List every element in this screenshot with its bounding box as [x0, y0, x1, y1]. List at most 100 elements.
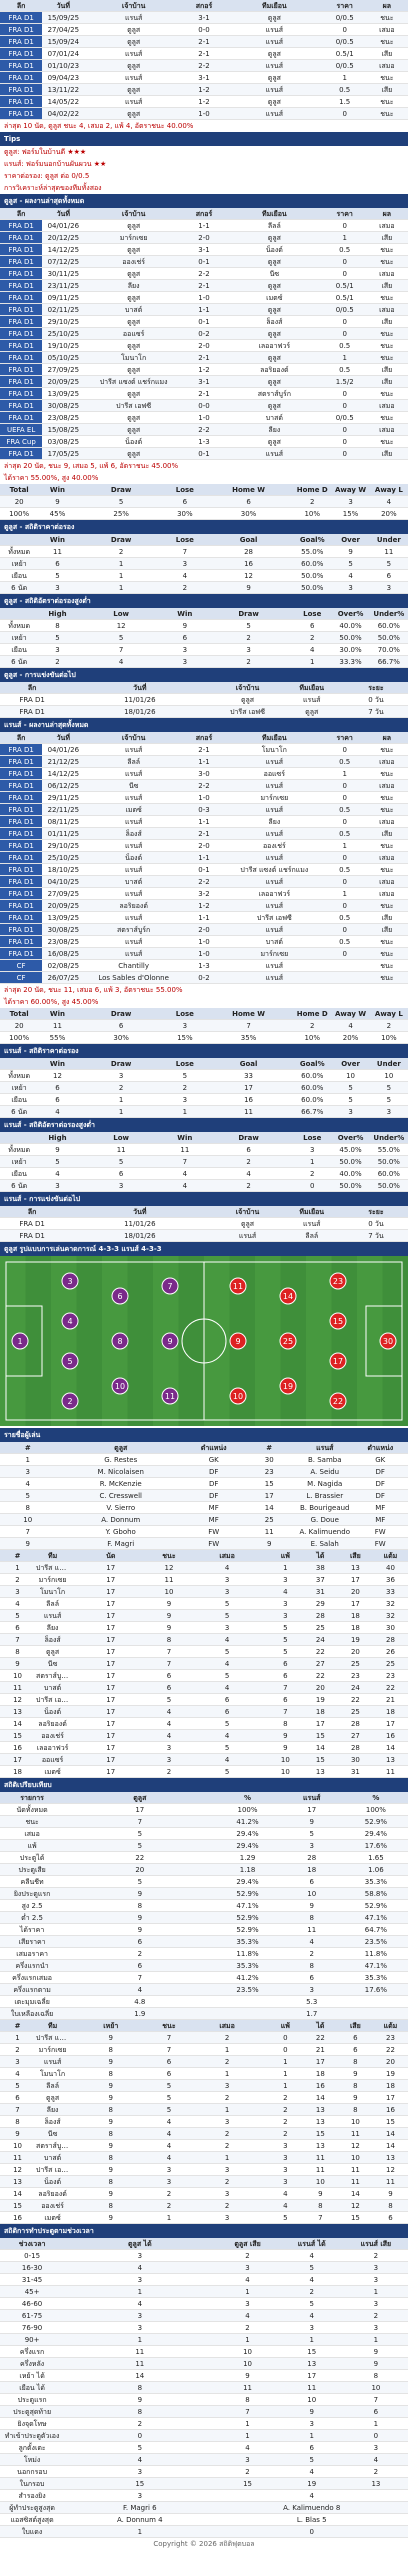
table-cell: 18/10/25 — [47, 866, 80, 874]
player-number: 17 — [333, 1357, 343, 1366]
table-cell: 10 — [384, 1072, 394, 1080]
table-cell: A. Kalimuendo 8 — [283, 2504, 341, 2512]
table-cell: 3 — [137, 2252, 143, 2260]
table-cell: แรนส์ — [303, 1220, 321, 1228]
table-cell: 11 — [386, 2178, 395, 2186]
table-cell: 0.5 — [339, 246, 351, 254]
table-cell: DF — [209, 1480, 219, 1488]
table-cell: 9 — [108, 2166, 113, 2174]
table-cell: 4 — [166, 2130, 172, 2138]
table-row: ลูกตั้งเตะ 5 4 6 3 — [0, 2442, 408, 2454]
table-cell: 13 — [315, 2118, 325, 2126]
table-cell: 90+ — [24, 2336, 40, 2344]
table-cell: 1 — [118, 1096, 124, 1104]
table-row: 6 นัด 3 3 4 2 0 50.0% 50.0% — [0, 1180, 408, 1192]
table-cell: 2 — [224, 2130, 230, 2138]
table-cell: 6 — [118, 1022, 124, 1030]
table-cell: แรนส์ — [265, 926, 283, 934]
table-row: เหย้า ได้ 14 9 17 8 — [0, 2370, 408, 2382]
table-cell: เสีย — [381, 318, 393, 326]
table-cell: 2 — [386, 1022, 392, 1030]
table-cell: เหย้า ได้ — [19, 2372, 45, 2380]
table-cell: 7 — [182, 1158, 188, 1166]
table-cell: 0 — [342, 450, 347, 458]
header-cell: Draw — [110, 1060, 132, 1068]
table-cell: 25 — [350, 1660, 360, 1668]
table-cell: 15 — [307, 2348, 317, 2356]
table-cell: 0 — [342, 902, 347, 910]
table-cell: MF — [208, 1516, 219, 1524]
table-cell: 0 — [342, 270, 347, 278]
table-cell: 7 — [245, 2408, 250, 2416]
player-number: 2 — [67, 1397, 72, 1406]
table-cell: 8 — [108, 2178, 113, 2186]
player-marker — [161, 1387, 179, 1405]
table-cell: แรนส์ — [124, 818, 143, 826]
table-cell: 28 — [307, 1854, 317, 1862]
table-cell: 0 — [342, 818, 347, 826]
table-cell: 9 — [108, 2094, 113, 2102]
table-cell: แรนส์ — [265, 26, 283, 34]
table-cell: 15 — [264, 1480, 274, 1488]
table-cell: 20/12/25 — [47, 234, 80, 242]
table-cell: 11 — [244, 1108, 254, 1116]
table-cell: เสมอ — [379, 62, 395, 70]
table-cell: 3-1 — [198, 246, 210, 254]
table-cell: 11 — [315, 2166, 325, 2174]
table-cell: 3 — [166, 2166, 172, 2174]
table-cell: 3 — [245, 2300, 250, 2308]
table-cell: 7 — [166, 1660, 172, 1668]
table-cell: FW — [374, 1528, 386, 1536]
table-cell: 4 — [373, 2456, 379, 2464]
table-cell: FRA D1 — [0, 864, 43, 875]
player-number: 15 — [333, 1317, 343, 1326]
table-cell: ปารีส แซงต์ แชร์กแมง — [36, 2034, 70, 2042]
table-cell: 5 — [55, 634, 60, 642]
table-cell: 0/0.5 — [335, 38, 354, 46]
header-cell: Under% — [373, 1134, 405, 1142]
table-cell: 3 — [224, 1576, 230, 1584]
table-cell: 0/0.5 — [335, 62, 354, 70]
table-cell: สตราส์บูร์ก — [36, 2142, 70, 2150]
table-cell: เยือน — [11, 572, 27, 580]
table-cell: 3 — [348, 498, 353, 506]
table-cell: 1-1 — [198, 758, 210, 766]
player-number: 19 — [283, 1382, 293, 1391]
table-cell: 7 วัน — [368, 1232, 384, 1240]
table-cell: เหย้า — [11, 634, 27, 642]
table-row: 5 ลีลล์ 9 5 3 1 16 8 18 — [0, 2080, 408, 2092]
table-cell: ลียง — [46, 2106, 59, 2114]
table-cell: แรนส์ — [124, 866, 143, 874]
table-cell: 0.5/1 — [335, 282, 354, 290]
table-cell: เสมอ — [379, 854, 395, 862]
table-cell: 38 — [315, 1564, 325, 1572]
table-cell: 6 — [283, 1696, 288, 1704]
table-cell — [344, 2514, 408, 2525]
header-cell: Win — [49, 1060, 65, 1068]
table-cell: 3 — [55, 646, 60, 654]
header-cell: Low — [113, 610, 130, 618]
table-cell: ชนะ — [380, 14, 394, 22]
table-cell: 28 — [386, 1636, 395, 1644]
table-cell: 1 — [283, 2082, 288, 2090]
pitch-stripe — [357, 1256, 383, 1426]
table-cell: เสียราคา — [18, 1938, 46, 1946]
section-title: รายชื่อผู้เล่น — [0, 1428, 408, 1442]
table-cell: 1 — [283, 2070, 288, 2078]
table-cell: ตูลูส — [267, 98, 281, 106]
table-cell: ตูลูส — [267, 438, 281, 446]
table-cell: ตูลูส — [267, 234, 281, 242]
table-cell: 4 — [283, 1588, 288, 1596]
table-cell: 1.5/2 — [335, 378, 354, 386]
table-cell: FRA D1 — [0, 792, 43, 803]
table-cell: เมตซ์ — [125, 806, 142, 814]
table-cell: 15 — [315, 2130, 325, 2138]
table-cell: 4 — [166, 1720, 172, 1728]
header-cell: ระยะ — [368, 684, 384, 692]
header-cell — [0, 1132, 38, 1143]
table-cell: ต่ำ 2.5 — [21, 1914, 44, 1922]
header-cell: เจ้าบ้าน — [121, 210, 146, 218]
table-row: นัดทั้งหมด 17 100% 17 100% — [0, 1804, 408, 1816]
table-cell: 3-0 — [198, 770, 210, 778]
table-cell: แรนส์ — [265, 758, 283, 766]
